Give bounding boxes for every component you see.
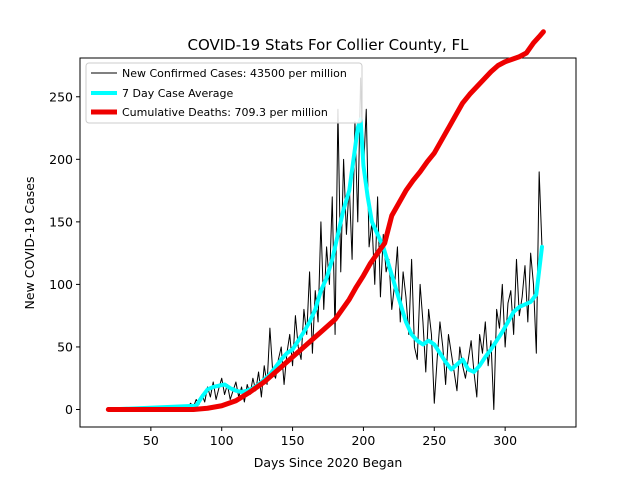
x-tick-label: 250 (422, 433, 446, 448)
y-tick-label: 200 (49, 152, 73, 167)
series-line-7day-average (106, 117, 544, 412)
legend-box (85, 62, 363, 124)
y-tick-label: 250 (49, 89, 73, 104)
y-tick-label: 100 (49, 277, 73, 292)
x-tick-label: 150 (281, 433, 305, 448)
legend-label-new-cases: New Confirmed Cases: 43500 per million (122, 67, 347, 80)
y-axis-title: New COVID-19 Cases (22, 177, 37, 310)
x-axis-title: Days Since 2020 Began (254, 455, 403, 470)
tick-layer: 50 100 150 200 250 300 0 50 100 150 200 250 (49, 89, 517, 448)
series-layer (105, 29, 546, 412)
y-tick-label: 0 (65, 402, 73, 417)
y-tick-label: 50 (57, 339, 73, 354)
series-line-new-cases (107, 77, 543, 410)
x-tick-label: 200 (351, 433, 375, 448)
series-line-cumulative-deaths (105, 29, 546, 412)
legend: New Confirmed Cases: 43500 per million 7… (85, 62, 363, 124)
chart-title: COVID-19 Stats For Collier County, FL (187, 36, 469, 54)
x-tick-label: 100 (210, 433, 234, 448)
x-tick-label: 300 (493, 433, 517, 448)
x-tick-label: 50 (143, 433, 159, 448)
plot-frame (79, 57, 577, 428)
legend-label-cumulative-deaths: Cumulative Deaths: 709.3 per million (122, 106, 328, 119)
y-tick-label: 150 (49, 214, 73, 229)
legend-label-7day-average: 7 Day Case Average (122, 87, 234, 100)
